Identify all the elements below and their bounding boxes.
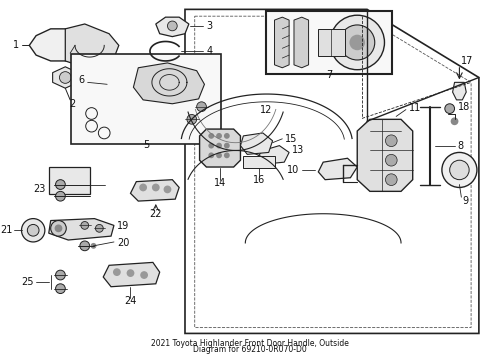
Polygon shape [199,129,241,167]
Circle shape [27,224,39,236]
Text: 4: 4 [206,46,213,56]
Circle shape [91,243,97,249]
Text: 21: 21 [0,225,13,235]
Text: 25: 25 [22,277,34,287]
Circle shape [168,21,177,31]
Polygon shape [318,29,344,56]
Text: 24: 24 [124,296,137,306]
Circle shape [450,160,469,180]
Polygon shape [453,82,466,100]
Circle shape [196,102,206,112]
Circle shape [187,114,196,124]
Circle shape [55,270,65,280]
Circle shape [55,180,65,189]
Text: 16: 16 [253,175,265,185]
Circle shape [22,219,45,242]
Circle shape [208,133,214,139]
Polygon shape [258,145,289,164]
Text: 18: 18 [458,102,470,112]
Text: 2021 Toyota Highlander Front Door Handle, Outside: 2021 Toyota Highlander Front Door Handle… [151,339,349,348]
Text: 17: 17 [462,56,474,66]
Text: Diagram for 69210-0R070-D0: Diagram for 69210-0R070-D0 [194,346,307,355]
Text: 14: 14 [214,177,226,188]
Circle shape [445,104,455,113]
Bar [244,156,274,168]
Circle shape [224,152,230,158]
Polygon shape [65,24,119,66]
Circle shape [442,152,477,188]
Circle shape [330,15,385,70]
Text: 12: 12 [260,105,272,114]
Polygon shape [52,67,78,88]
Polygon shape [130,180,179,201]
Circle shape [152,184,160,192]
Text: 8: 8 [458,141,464,150]
Text: 9: 9 [463,196,468,206]
Circle shape [386,174,397,185]
Text: 6: 6 [78,75,85,85]
Circle shape [208,152,214,158]
Polygon shape [103,262,160,287]
FancyBboxPatch shape [266,11,392,73]
Circle shape [140,271,148,279]
Polygon shape [133,63,204,104]
Text: 2: 2 [69,99,75,109]
Text: 13: 13 [292,145,304,156]
Circle shape [216,133,222,139]
Polygon shape [156,17,189,37]
Circle shape [224,143,230,149]
Polygon shape [274,17,289,68]
Circle shape [55,284,65,293]
Circle shape [224,133,230,139]
Circle shape [451,117,459,125]
Text: 15: 15 [285,134,297,144]
Circle shape [81,221,89,229]
Text: 11: 11 [409,103,421,113]
Circle shape [126,269,134,277]
Circle shape [208,143,214,149]
Text: 10: 10 [287,165,299,175]
Text: 19: 19 [117,221,129,231]
Text: 22: 22 [149,209,162,219]
Polygon shape [318,158,357,180]
Circle shape [54,224,62,232]
Circle shape [386,154,397,166]
Polygon shape [357,119,413,192]
Polygon shape [49,219,114,240]
Circle shape [96,224,103,232]
Text: 3: 3 [206,21,213,31]
Circle shape [55,192,65,201]
Polygon shape [294,17,309,68]
Circle shape [349,35,365,50]
Circle shape [164,185,171,193]
Text: 7: 7 [326,69,332,80]
Circle shape [139,184,147,192]
FancyBboxPatch shape [71,54,221,144]
Text: 20: 20 [117,238,129,248]
Circle shape [113,268,121,276]
Circle shape [80,241,90,251]
Text: 23: 23 [33,184,46,194]
Circle shape [59,72,71,83]
Text: 1: 1 [13,40,20,50]
Circle shape [216,143,222,149]
Polygon shape [29,29,109,61]
Circle shape [50,221,66,236]
Polygon shape [241,133,272,154]
Circle shape [340,25,375,60]
Circle shape [216,152,222,158]
Text: 5: 5 [143,140,149,150]
Bar [49,167,90,194]
Circle shape [386,135,397,147]
